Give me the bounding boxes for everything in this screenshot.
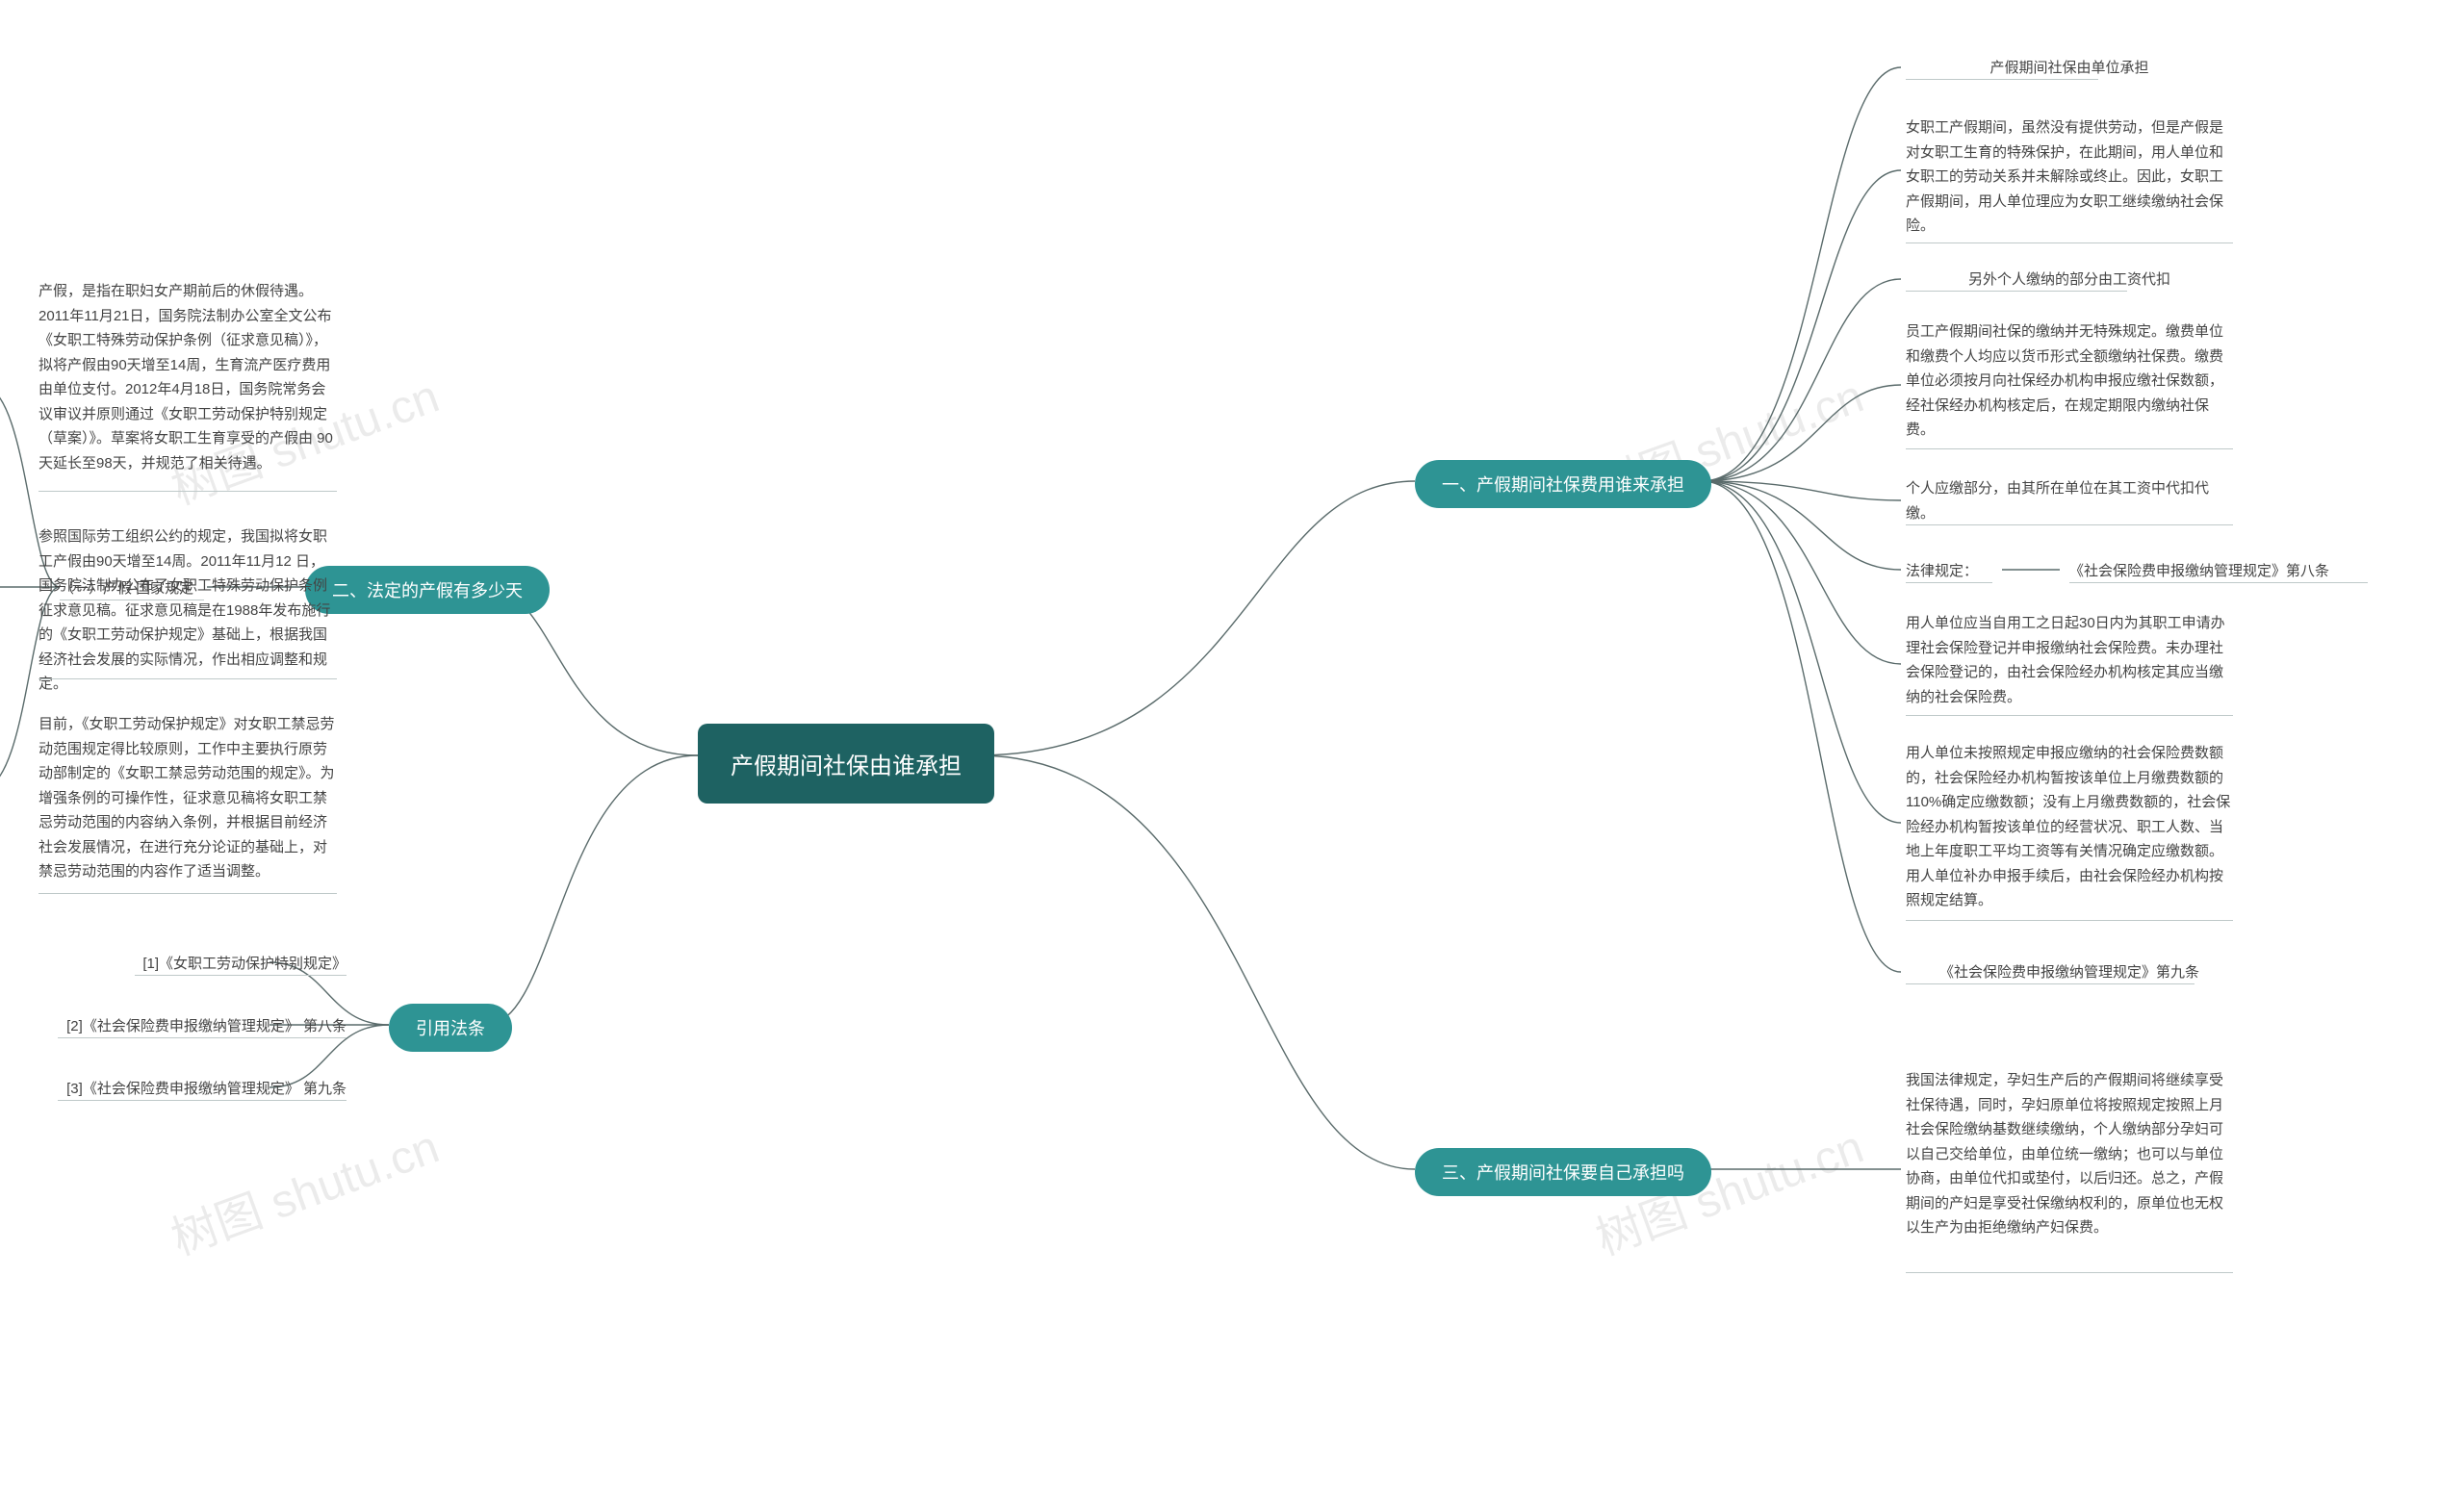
leaf-1-8: 《社会保险费申报缴纳管理规定》第九条 <box>1906 960 2233 985</box>
leaf-1-6: 用人单位应当自用工之日起30日内为其职工申请办理社会保险登记并申报缴纳社会保险费… <box>1906 611 2233 709</box>
leaf-3-3-visible: 目前，《女职工劳动保护规定》对女职工禁忌劳动范围规定得比较原则，工作中主要执行原… <box>38 712 337 884</box>
underline <box>1906 582 1992 583</box>
leaf-1-2: 女职工产假期间，虽然没有提供劳动，但是产假是对女职工生育的特殊保护，在此期间，用… <box>1906 115 2233 239</box>
leaf-4-3-text: [3]《社会保险费申报缴纳管理规定》 第九条 <box>66 1078 346 1098</box>
underline <box>1906 242 2233 243</box>
underline <box>38 893 337 894</box>
underline <box>1906 1272 2233 1273</box>
underline <box>1906 524 2233 525</box>
leaf-1-7: 用人单位未按照规定申报应缴纳的社会保险费数额的，社会保险经办机构暂按该单位上月缴… <box>1906 741 2233 913</box>
underline <box>58 1100 346 1101</box>
leaf-4-2-text: [2]《社会保险费申报缴纳管理规定》 第八条 <box>66 1015 346 1035</box>
underline <box>1906 983 2194 984</box>
underline <box>38 678 337 679</box>
root-node[interactable]: 产假期间社保由谁承担 <box>698 724 994 804</box>
branch-2-label: 三、产假期间社保要自己承担吗 <box>1442 1160 1684 1185</box>
underline <box>58 1037 346 1038</box>
root-label: 产假期间社保由谁承担 <box>731 747 962 780</box>
underline <box>1906 920 2233 921</box>
underline <box>1906 291 2127 292</box>
leaf-3-1-visible: 产假，是指在职妇女产期前后的休假待遇。2011年11月21日，国务院法制办公室全… <box>38 279 337 475</box>
leaf-4-1: [1]《女职工劳动保护特别规定》 <box>58 953 346 973</box>
leaf-1-4: 员工产假期间社保的缴纳并无特殊规定。缴费单位和缴费个人均应以货币形式全额缴纳社保… <box>1906 319 2233 443</box>
watermark: 树图 shutu.cn <box>161 1109 447 1267</box>
leaf-2-1: 我国法律规定，孕妇生产后的产假期间将继续享受社保待遇，同时，孕妇原单位将按照规定… <box>1906 1068 2233 1240</box>
branch-4[interactable]: 引用法条 <box>389 1004 512 1052</box>
underline <box>1906 448 2233 449</box>
leaf-4-3: [3]《社会保险费申报缴纳管理规定》 第九条 <box>0 1078 346 1098</box>
underline <box>38 491 337 492</box>
underline <box>2069 582 2368 583</box>
leaf-1-3: 另外个人缴纳的部分由工资代扣 <box>1906 268 2233 293</box>
branch-4-label: 引用法条 <box>416 1015 485 1040</box>
leaf-4-1-text: [1]《女职工劳动保护特别规定》 <box>142 953 346 973</box>
underline <box>1906 79 2098 80</box>
underline <box>135 975 346 976</box>
leaf-4-2: [2]《社会保险费申报缴纳管理规定》 第八条 <box>0 1015 346 1035</box>
leaf-1-5: 个人应缴部分，由其所在单位在其工资中代扣代缴。 <box>1906 476 2233 525</box>
branch-3-label: 二、法定的产假有多少天 <box>332 577 523 602</box>
branch-1[interactable]: 一、产假期间社保费用谁来承担 <box>1415 460 1711 508</box>
leaf-1-1: 产假期间社保由单位承担 <box>1906 56 2233 81</box>
branch-2[interactable]: 三、产假期间社保要自己承担吗 <box>1415 1148 1711 1196</box>
underline <box>1906 715 2233 716</box>
law-label: 法律规定： <box>1906 560 1978 580</box>
leaf-3-2-visible: 参照国际劳工组织公约的规定，我国拟将女职工产假由90天增至14周。2011年11… <box>38 524 337 697</box>
law-ref: 《社会保险费申报缴纳管理规定》第八条 <box>2069 560 2329 580</box>
branch-3[interactable]: 二、法定的产假有多少天 <box>305 566 550 614</box>
branch-1-label: 一、产假期间社保费用谁来承担 <box>1442 472 1684 497</box>
